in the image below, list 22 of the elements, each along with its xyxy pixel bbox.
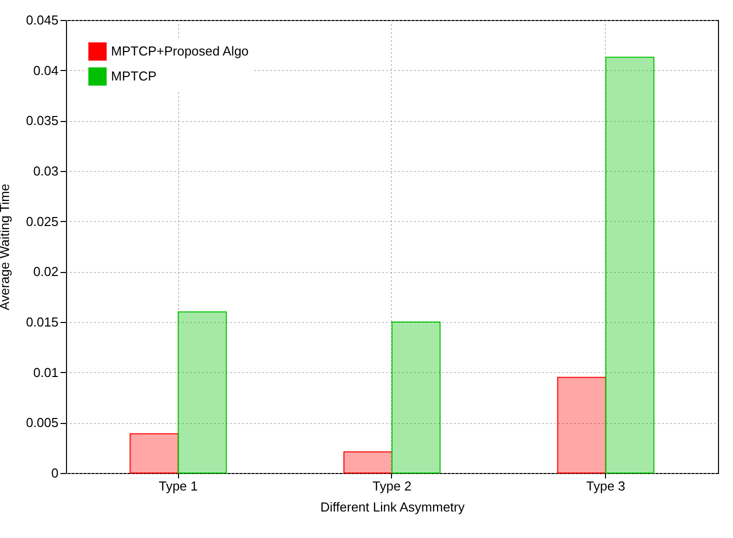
y-tick-label: 0.03 <box>33 164 58 178</box>
legend-label: MPTCP <box>111 68 156 84</box>
y-tick-label: 0.04 <box>33 62 58 78</box>
bar <box>392 322 441 474</box>
bar <box>130 433 179 474</box>
bar <box>557 376 606 474</box>
bar <box>343 451 392 474</box>
x-axis-title: Different Link Asymmetry <box>320 500 466 514</box>
y-tick-label: 0.045 <box>26 12 58 28</box>
x-tick-label: Type 2 <box>372 478 412 494</box>
y-tick-label: 0.015 <box>26 314 58 330</box>
bar <box>178 311 227 474</box>
legend-label: MPTCP+Proposed Algo <box>111 44 249 58</box>
bar <box>605 56 654 474</box>
y-tick-label: 0.02 <box>33 264 58 280</box>
y-tick-label: 0 <box>51 466 58 480</box>
y-tick-label: 0.01 <box>33 364 58 380</box>
x-tick-label: Type 3 <box>586 478 626 494</box>
y-tick-label: 0.025 <box>26 214 58 229</box>
y-tick-label: 0.035 <box>26 113 58 128</box>
x-tick-label: Type 1 <box>158 478 198 494</box>
y-tick-label: 0.005 <box>26 415 58 430</box>
